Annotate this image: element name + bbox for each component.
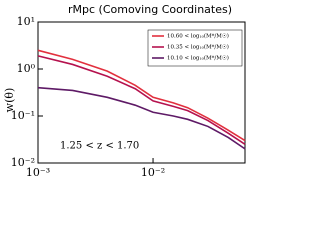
y-tick-label: 10¹: [17, 15, 35, 28]
legend-label: 10.35 < log₁₀(M*/M☉): [167, 44, 229, 51]
x-tick-label: 10⁻²: [141, 166, 165, 179]
chart: rMpc (Comoving Coordinates) w(θ) 1.25 < …: [3, 3, 246, 179]
series-line: [37, 86, 246, 150]
series-line: [37, 55, 246, 145]
y-tick-label: 10⁻²: [11, 156, 35, 169]
series-line: [37, 49, 246, 142]
y-tick-label: 10⁻¹: [11, 109, 35, 122]
chart-title: rMpc (Comoving Coordinates): [68, 3, 232, 16]
legend-label: 10.60 < log₁₀(M*/M☉): [167, 33, 229, 40]
x-tick-label: 10⁻³: [26, 166, 50, 179]
plot-frame: [37, 21, 246, 164]
y-tick-label: 10⁰: [17, 62, 36, 75]
page: {"chart_data": {"type": "line", "title":…: [3, 3, 246, 179]
legend-label: 10.10 < log₁₀(M*/M☉): [167, 55, 229, 62]
annotation: 1.25 < z < 1.70: [60, 141, 139, 152]
y-axis-label: w(θ): [3, 88, 16, 113]
